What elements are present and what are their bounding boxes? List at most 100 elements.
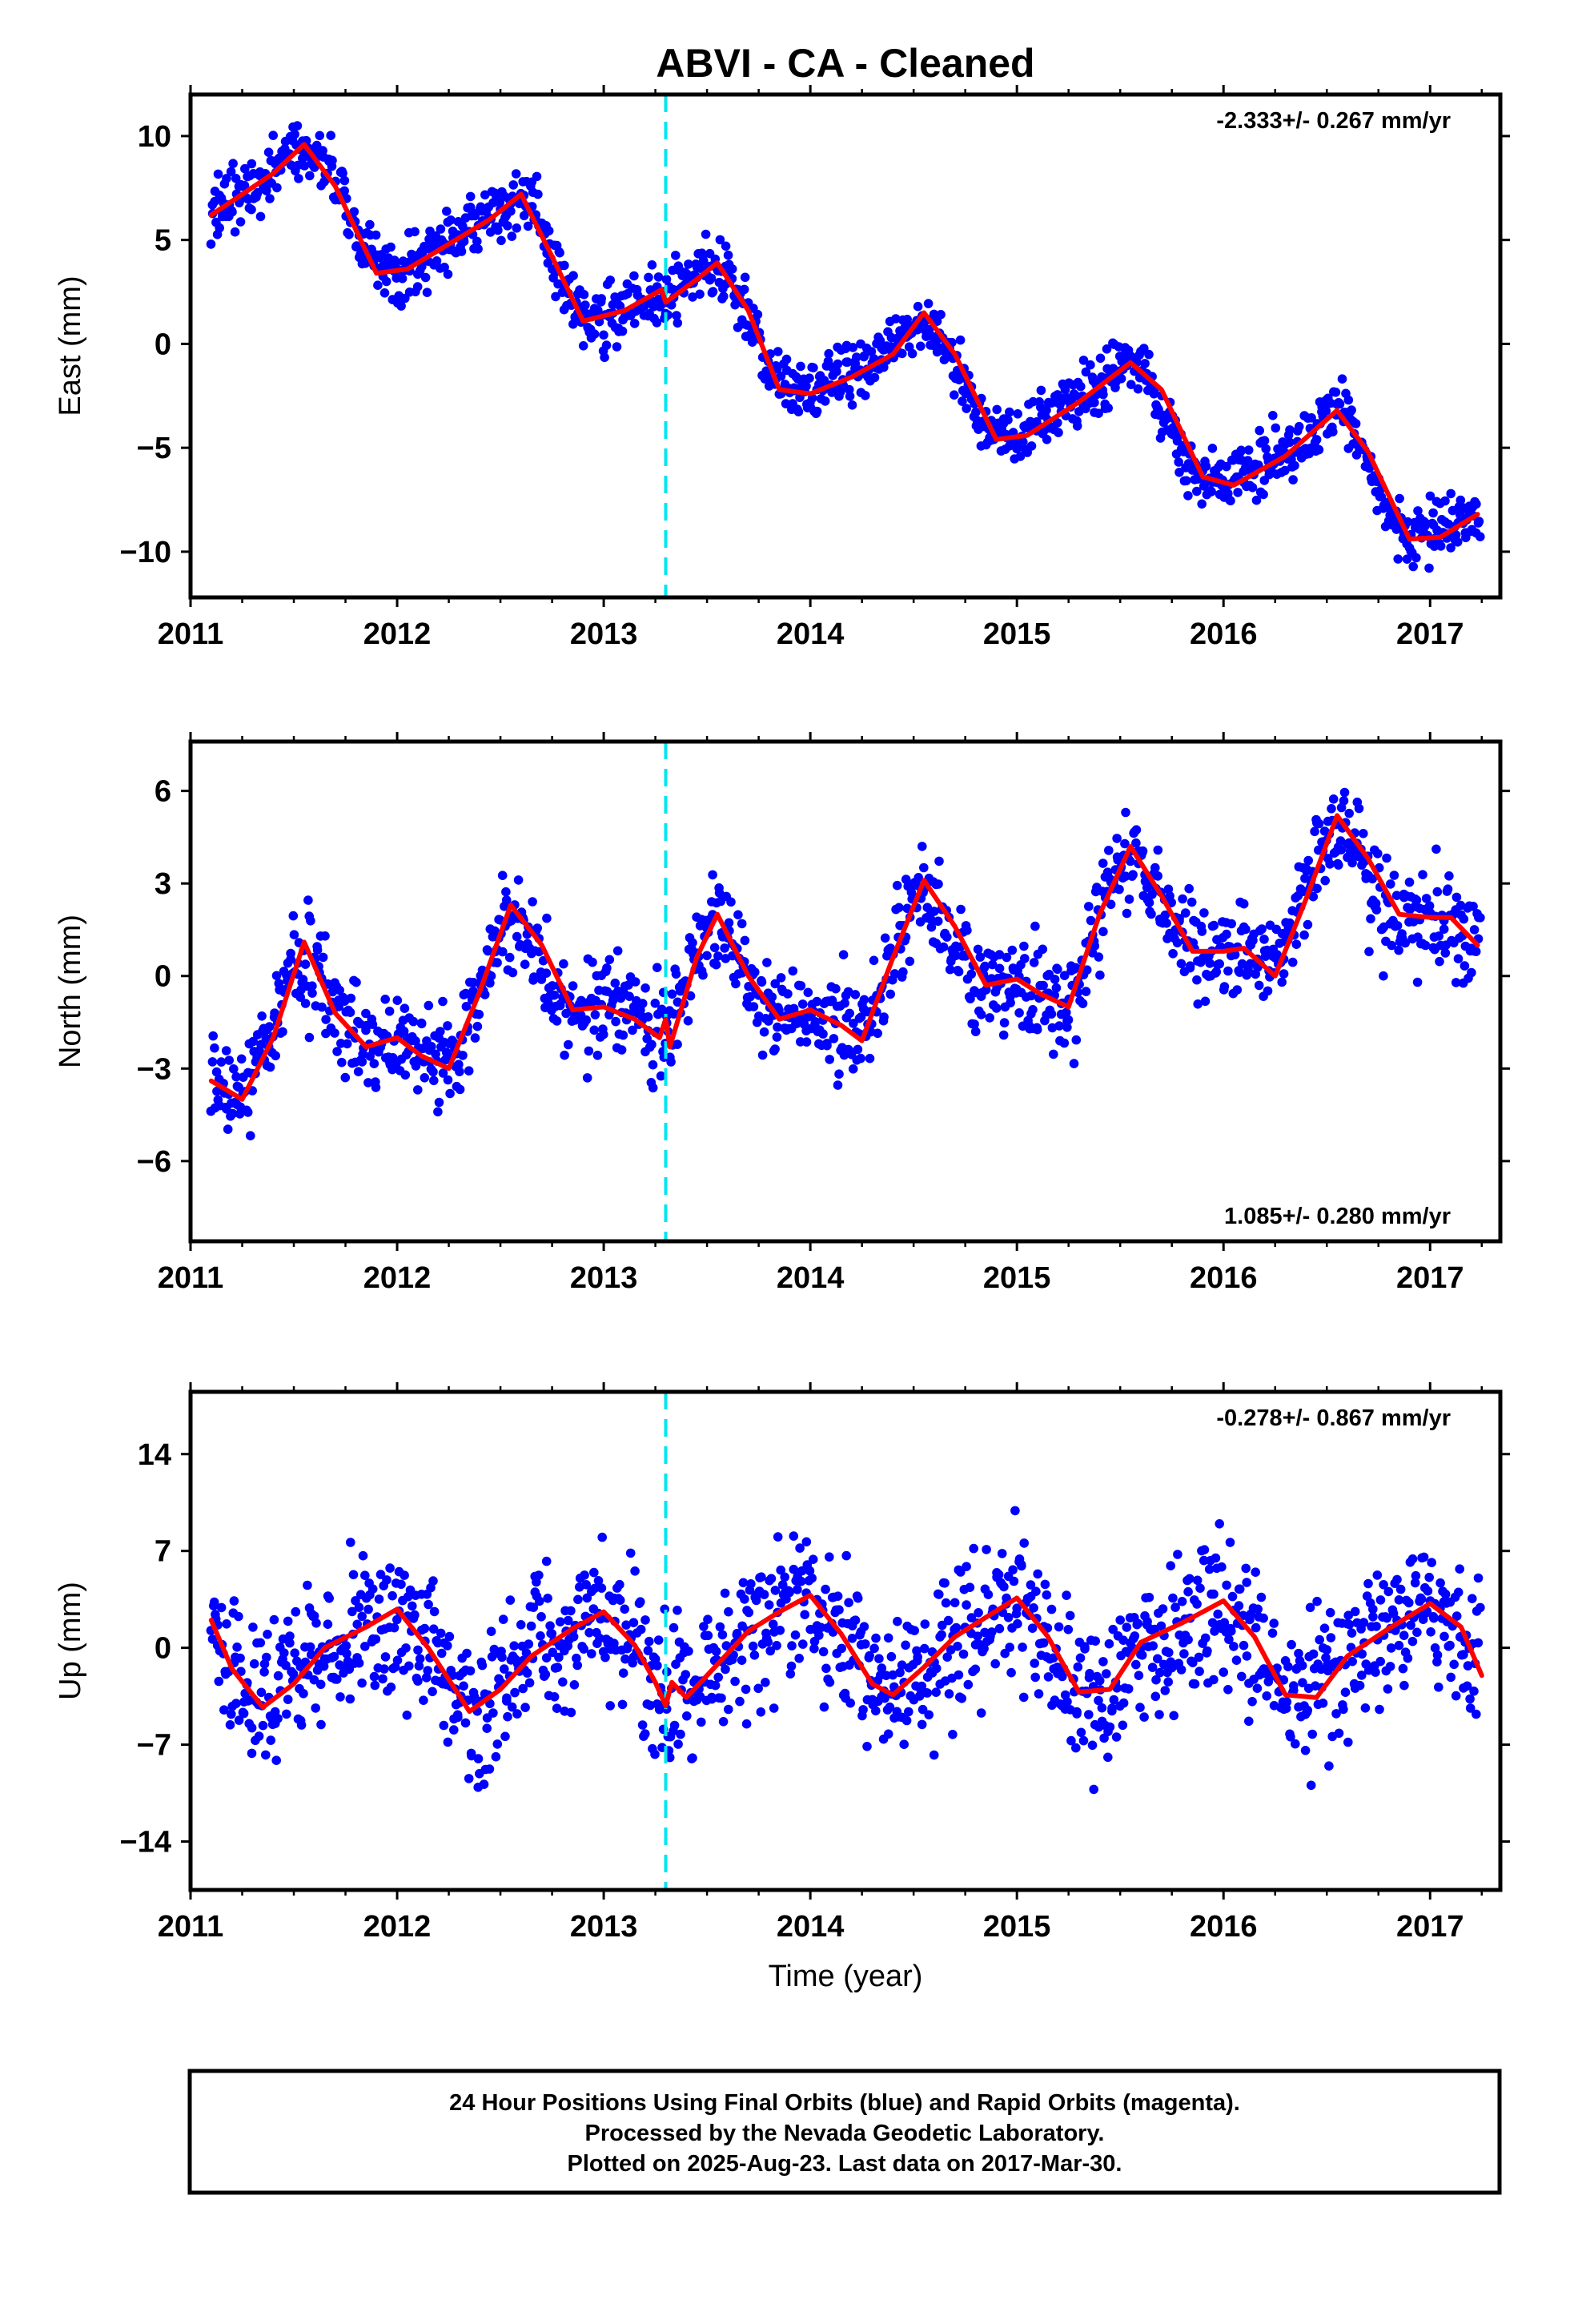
data-point	[1259, 436, 1270, 445]
data-point	[483, 946, 493, 956]
data-point	[922, 1688, 933, 1698]
data-point	[544, 999, 553, 1008]
data-point	[584, 1046, 594, 1056]
data-point	[1002, 952, 1012, 963]
data-point	[980, 961, 990, 971]
data-point	[484, 1764, 495, 1774]
data-point	[737, 919, 747, 929]
data-point	[354, 1658, 364, 1668]
data-point	[781, 399, 791, 408]
data-point	[809, 363, 818, 373]
data-point	[479, 1779, 489, 1789]
data-point	[464, 1066, 474, 1076]
data-point	[1303, 919, 1313, 930]
data-point	[516, 1620, 526, 1630]
data-point	[420, 1623, 430, 1634]
data-point	[288, 1669, 299, 1679]
data-point	[590, 1010, 600, 1019]
data-point	[283, 1695, 293, 1704]
data-point	[963, 1679, 974, 1690]
data-point	[396, 301, 406, 311]
data-point	[757, 1050, 768, 1060]
data-point	[832, 367, 841, 376]
data-point	[1147, 1663, 1158, 1672]
data-point	[1192, 1575, 1203, 1586]
data-point	[327, 155, 337, 166]
data-point	[1407, 1636, 1418, 1647]
data-point	[1118, 1720, 1128, 1731]
data-point	[1197, 499, 1207, 509]
data-point	[216, 1057, 227, 1067]
data-point	[1005, 407, 1014, 417]
data-point	[316, 1719, 326, 1730]
data-point	[1062, 1697, 1072, 1707]
data-point	[682, 1711, 692, 1721]
data-point	[346, 993, 356, 1003]
data-point	[624, 991, 634, 1001]
data-point	[1121, 871, 1130, 881]
data-point	[1223, 1685, 1233, 1695]
data-point	[740, 272, 750, 283]
data-point	[1031, 1586, 1041, 1596]
data-point	[724, 1704, 733, 1715]
data-point	[825, 1055, 834, 1064]
data-point	[249, 1659, 259, 1669]
data-point	[1393, 554, 1403, 564]
data-point	[982, 1545, 991, 1554]
data-point	[1325, 859, 1335, 869]
data-point	[579, 290, 589, 300]
data-point	[1211, 967, 1222, 977]
data-point	[1089, 1784, 1098, 1795]
data-point	[1392, 1574, 1402, 1585]
data-point	[1094, 1695, 1103, 1706]
data-point	[1335, 399, 1345, 409]
data-point	[934, 856, 944, 866]
data-point	[1042, 1590, 1052, 1600]
data-point	[318, 952, 328, 963]
data-point	[320, 931, 330, 941]
up-points-cloud	[206, 1506, 1485, 1795]
data-point	[720, 943, 729, 953]
data-point	[564, 1039, 573, 1050]
data-point	[520, 1703, 530, 1712]
data-point	[502, 1693, 512, 1703]
data-point	[596, 294, 606, 304]
data-point	[605, 275, 615, 285]
data-point	[1391, 891, 1402, 900]
data-point	[1229, 1642, 1239, 1651]
data-point	[307, 988, 317, 998]
data-point	[373, 280, 383, 291]
data-point	[1303, 1705, 1312, 1715]
data-point	[652, 318, 662, 328]
data-point	[528, 1602, 539, 1612]
data-point	[1239, 899, 1249, 909]
data-point	[1305, 1602, 1315, 1613]
data-point	[702, 951, 712, 961]
data-point	[1325, 1607, 1335, 1618]
data-point	[1081, 367, 1091, 377]
data-point	[1354, 803, 1364, 814]
data-point	[710, 1680, 721, 1691]
data-point	[1339, 787, 1350, 798]
data-point	[273, 1671, 283, 1681]
data-point	[871, 1633, 881, 1643]
data-point	[776, 371, 786, 381]
data-point	[1468, 1594, 1477, 1603]
data-point	[902, 315, 912, 324]
data-point	[966, 1613, 977, 1622]
data-point	[796, 1576, 806, 1586]
data-point	[650, 1749, 660, 1759]
data-point	[1131, 838, 1141, 848]
data-point	[688, 292, 697, 302]
data-point	[266, 1735, 276, 1745]
data-point	[592, 1051, 603, 1060]
data-point	[735, 1696, 745, 1707]
data-point	[1133, 1618, 1143, 1629]
data-point	[1455, 1564, 1464, 1574]
data-point	[942, 932, 952, 942]
data-point	[1069, 1059, 1079, 1068]
data-point	[248, 1622, 258, 1632]
data-point	[762, 958, 772, 967]
data-point	[737, 1655, 747, 1665]
